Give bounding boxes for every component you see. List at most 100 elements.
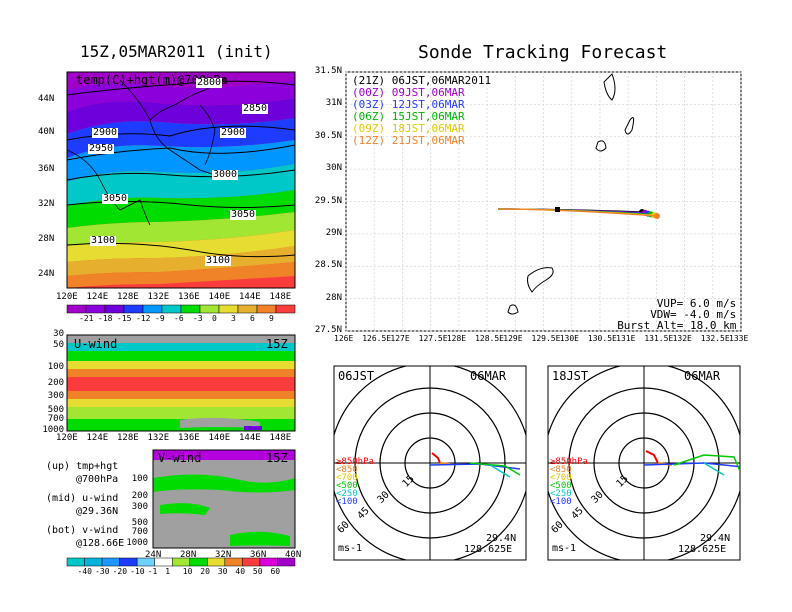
temperature-colorbar: [66, 304, 296, 314]
hodo-segment: [439, 462, 451, 465]
level-label: <250: [336, 489, 358, 499]
colorbar-swatch: [275, 304, 296, 314]
colorbar-label: 9: [269, 314, 274, 323]
track-lon-tick: 126.5E: [362, 334, 392, 343]
track-lon-tick: 127E: [390, 334, 410, 343]
colorbar-swatch: [256, 304, 277, 314]
hodo-time: 06JST: [338, 369, 375, 383]
colorbar-label: -6: [174, 314, 184, 323]
colorbar-swatch: [161, 304, 182, 314]
u-pressure-tick: 30: [53, 329, 64, 339]
wind-colorbar-label: 20: [200, 567, 210, 576]
u-pressure-tick: 1000: [42, 425, 64, 435]
track-lon-tick: 132.5E: [700, 334, 730, 343]
map-title: temp(C)+hgt(m)@700hPa: [76, 73, 228, 87]
wind-colorbar-label: 60: [270, 567, 281, 576]
wind-colorbar-swatch: [101, 557, 120, 567]
u-pressure-tick: 500: [47, 405, 64, 415]
wind-colorbar-swatch: [277, 557, 296, 567]
track-lat-tick: 31N: [325, 98, 342, 109]
contour-label: 3100: [90, 235, 117, 246]
wind-colorbar-label: -10: [130, 567, 145, 576]
wind-colorbar-swatch: [119, 557, 138, 567]
hodo-lon: 128.625E: [464, 544, 513, 555]
level-label: <700: [336, 473, 358, 483]
legend-entry: (12Z) 21JST,06MAR: [352, 134, 465, 147]
param-line: Burst Alt= 18.0 km: [617, 319, 737, 332]
v-lat-tick: 24N: [145, 550, 162, 560]
u-lon-tick: 140E: [208, 433, 231, 443]
colorbar-swatch: [199, 304, 220, 314]
track-lon-tick: 130E: [559, 334, 579, 343]
legend-entry: (09Z) 18JST,06MAR: [352, 122, 465, 135]
colorbar-label: -12: [136, 314, 151, 323]
v-lat-tick: 28N: [180, 550, 197, 560]
v-lat-tick: 32N: [215, 550, 232, 560]
v-wind-time: 15Z: [266, 451, 288, 465]
wind-colorbar-label: -40: [77, 567, 92, 576]
level-label: <250: [550, 489, 572, 499]
contour-label: 2850: [242, 103, 269, 114]
hodograph-1: [333, 365, 527, 561]
legend-entry: (06Z) 15JST,06MAR: [352, 110, 465, 123]
level-label: <850: [550, 465, 572, 475]
v-pressure-tick: 700: [131, 527, 148, 537]
wind-colorbar-swatch: [66, 557, 85, 567]
note-sub: @700hPa: [76, 474, 119, 485]
contour-label: 3000: [212, 169, 239, 180]
level-label: <850: [336, 465, 358, 475]
track-lon-tick: 130.5E: [587, 334, 617, 343]
contour-label: 2950: [88, 143, 115, 154]
hodo-date: 06MAR: [470, 369, 507, 383]
u-pressure-tick: 300: [47, 391, 64, 401]
track-lat-tick: 30N: [325, 163, 342, 174]
hodo-segment: [645, 450, 659, 464]
hodo-lon: 128.625E: [678, 544, 727, 555]
launch-marker: [555, 207, 560, 212]
u-lon-tick: 124E: [86, 433, 109, 443]
map-lon-tick: 124E: [86, 292, 109, 302]
note-label: (up) tmp+hgt: [46, 461, 119, 472]
note-label: (bot) v-wind: [46, 525, 119, 536]
hodo-lat: 29.4N: [700, 533, 731, 544]
v-pressure-tick: 100: [131, 474, 148, 484]
track-lon-tick: 127.5E: [418, 334, 448, 343]
map-lat-tick: 44N: [38, 94, 55, 104]
main-title: Sonde Tracking Forecast: [418, 42, 668, 63]
level-label: <100: [336, 497, 358, 507]
v-pressure-tick: 1000: [126, 538, 148, 548]
u-pressure-tick: 700: [47, 414, 64, 424]
map-lat-tick: 32N: [38, 199, 55, 209]
colorbar-label: 0: [212, 314, 217, 323]
map-lat-tick: 36N: [38, 164, 55, 174]
v-wind-section: [153, 450, 295, 548]
level-label: <500: [336, 481, 358, 491]
track-lat-tick: 28N: [325, 292, 342, 303]
left-title: 15Z,05MAR2011 (init): [80, 42, 273, 61]
hodo-date: 06MAR: [684, 369, 721, 383]
v-lat-tick: 36N: [250, 550, 267, 560]
map-lat-tick: 24N: [38, 269, 55, 279]
param-line: VDW= -4.0 m/s: [650, 308, 737, 321]
colorbar-label: 6: [250, 314, 255, 323]
v-pressure-tick: 500: [131, 518, 148, 528]
wind-colorbar-label: 10: [182, 567, 193, 576]
u-wind-section: [67, 335, 295, 431]
hodo-segment: [673, 454, 740, 472]
level-label: <500: [550, 481, 572, 491]
v-pressure-tick: 200: [131, 491, 148, 501]
colorbar-label: 3: [231, 314, 236, 323]
contour-label: 3050: [102, 193, 129, 204]
note-sub: @29.36N: [76, 506, 119, 517]
wind-colorbar-label: 30: [217, 567, 228, 576]
legend-entry: (00Z) 09JST,06MAR: [352, 86, 465, 99]
track-lon-tick: 126E: [334, 334, 354, 343]
contour-label: 3050: [230, 209, 257, 220]
track-lon-tick: 129.5E: [531, 334, 561, 343]
u-wind-time: 15Z: [266, 337, 288, 351]
u-lon-tick: 120E: [56, 433, 78, 443]
map-lon-tick: 140E: [208, 292, 231, 302]
colorbar-label: -21: [79, 314, 94, 323]
level-label: <100: [550, 497, 572, 507]
wind-colorbar: [66, 557, 296, 567]
